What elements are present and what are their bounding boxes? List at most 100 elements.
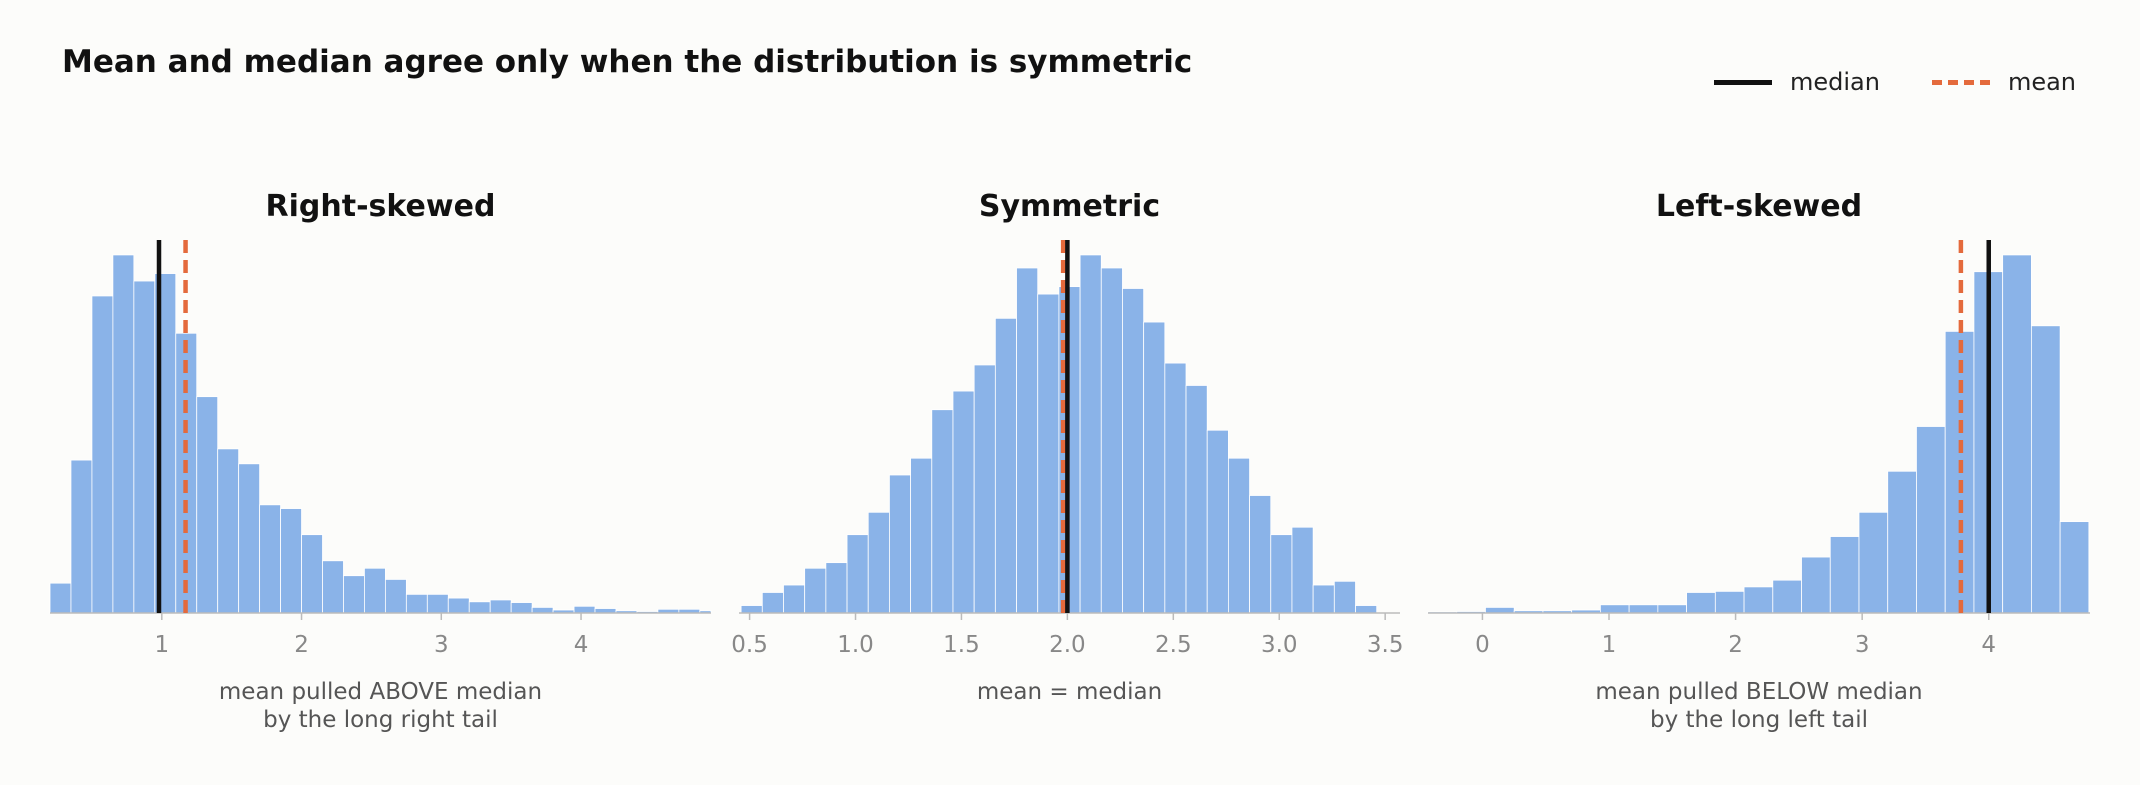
panel-annotation: mean pulled ABOVE median [219,679,542,705]
histogram-bar [1628,604,1659,614]
histogram-bar [1291,526,1314,614]
histogram-bar [1801,556,1831,614]
x-tick-label: 0 [1475,632,1490,658]
panel-annotation: by the long left tail [1650,707,1868,733]
panel-title-left-skewed: Left-skewed [1656,189,1862,224]
x-tick-label: 1 [154,632,169,658]
legend-label-mean: mean [2007,68,2076,96]
histogram-bar [1037,293,1060,614]
histogram-bar [510,602,533,614]
histogram-bar [931,409,954,614]
histogram-bar [1079,254,1102,614]
figure-title: Mean and median agree only when the dist… [62,44,1193,80]
histogram-bar [573,605,596,614]
histogram-bar [1122,288,1145,614]
histogram-bar [531,607,554,614]
legend: median mean [1662,68,2076,96]
histogram-bar [1829,536,1860,614]
histogram-bar [1333,580,1356,614]
panel-annotation: mean pulled BELOW median [1595,679,1922,705]
histogram-bar [1887,470,1917,614]
histogram-bar [259,504,281,614]
histogram-bar [426,593,449,614]
histogram-bar [783,584,806,614]
histogram-bar [384,579,407,614]
histogram-bar [1743,586,1774,614]
x-tick-label: 1.5 [943,632,980,658]
histogram-bar [217,448,240,614]
histogram-bar [1143,321,1166,614]
histogram-bar [1714,590,1745,614]
histogram-bar [1164,362,1187,614]
histogram-bar [70,459,93,614]
x-tick-label: 2 [1728,632,1743,658]
histogram-bar [2030,325,2061,614]
histogram-bar [846,534,869,614]
x-tick-label: 3.0 [1261,632,1298,658]
histogram-bar [112,254,135,614]
histogram-bar [761,592,784,614]
panel-title-symmetric: Symmetric [979,189,1160,224]
legend-swatch-median [1713,79,1772,85]
histogram-bar [1772,579,1802,614]
x-tick-label: 2 [294,632,309,658]
legend-label-median: median [1789,68,1880,96]
x-tick-label: 4 [1981,632,1996,658]
x-tick-label: 1 [1602,632,1617,658]
histogram-bar [952,390,975,614]
histogram-bar [280,508,302,614]
histogram-bar [364,567,386,614]
x-tick-label: 2.5 [1155,632,1192,658]
x-tick-label: 2.0 [1049,632,1086,658]
histogram-bar [2002,254,2032,614]
x-tick-label: 3 [434,632,449,658]
x-tick-label: 4 [574,632,589,658]
histogram-bar [973,364,996,614]
histogram-bar [1599,604,1630,614]
histogram-bar [2059,521,2090,614]
histogram-bar [825,562,848,614]
panel-title-right-skewed: Right-skewed [266,189,496,224]
histogram-bar [91,295,114,614]
histogram-bar [1657,604,1687,614]
histogram-bar [196,396,219,614]
histogram-bar [1485,607,1515,614]
histogram-bar [133,280,156,614]
histogram-bar [1016,267,1039,614]
histogram-bar [447,597,470,614]
panel-annotation: by the long right tail [263,707,498,733]
histogram-bar [1916,426,1946,614]
histogram-bar [1206,429,1229,614]
panel-annotation: mean = median [977,679,1162,705]
legend-item-mean: mean [1931,68,2076,96]
histogram-bar [468,601,491,614]
histogram-bar [1249,495,1272,614]
histogram-bar [1100,267,1123,614]
histogram-bar [238,463,261,614]
histogram-bar [994,317,1017,614]
histogram-bar [405,593,428,614]
histogram-bar [910,457,933,614]
histogram-bar [1858,511,1889,614]
x-tick-label: 0.5 [731,632,768,658]
x-tick-label: 3.5 [1367,632,1404,658]
histogram-bar [804,567,827,614]
histogram-bar [322,560,344,614]
histogram-bar [1185,385,1208,614]
legend-swatch-mean [1931,79,1990,85]
histogram-bar [1270,534,1293,614]
histogram-bar [489,599,512,614]
histogram-bar [343,575,365,614]
histogram-bar [889,474,912,614]
histogram-bar [1227,457,1250,614]
x-tick-label: 3 [1855,632,1870,658]
histogram-bar [1355,605,1378,614]
histogram-bar [1312,584,1335,614]
x-tick-label: 1.0 [837,632,874,658]
histogram-bar [740,605,763,614]
legend-item-median: median [1713,68,1880,96]
histogram-bar [1686,592,1716,614]
histogram-bar [49,582,72,614]
histogram-bar [867,511,890,614]
